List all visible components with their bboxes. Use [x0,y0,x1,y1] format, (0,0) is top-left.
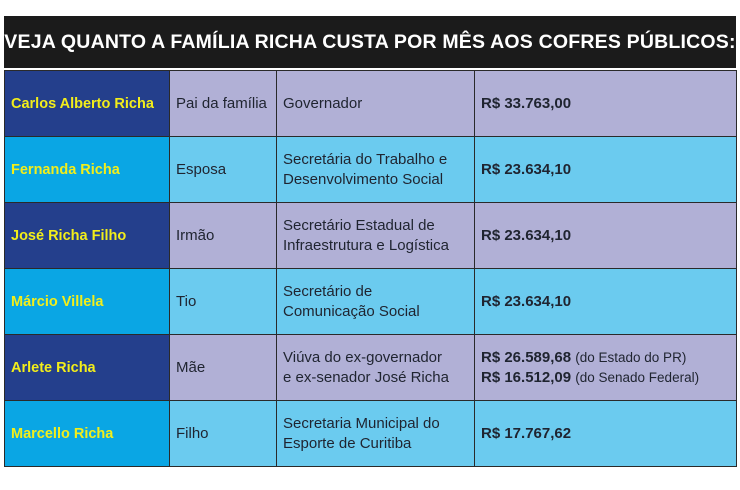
cost-table: Carlos Alberto Richa Pai da família Gove… [4,70,737,467]
role-line: Secretária do Trabalho e [283,150,448,168]
role-line: Secretário de [283,282,373,300]
government-role: Secretaria Municipal do Esporte de Curiti… [276,400,475,467]
family-relation: Pai da família [169,70,277,137]
table-row: Arlete Richa Mãe Viúva do ex-governador e… [4,334,737,401]
family-relation: Filho [169,400,277,467]
amount-value: R$ 16.512,09 [481,368,572,386]
table-row: Marcello Richa Filho Secretaria Municipa… [4,400,737,467]
government-role: Secretário de Comunicação Social [276,268,475,335]
government-role: Secretária do Trabalho e Desenvolvimento … [276,136,475,203]
amount-source: (do Estado do PR) [575,349,687,365]
monthly-cost: R$ 23.634,10 [474,136,737,203]
amount-value: R$ 26.589,68 [481,348,572,366]
family-relation: Esposa [169,136,277,203]
amount-value: R$ 23.634,10 [481,160,572,178]
monthly-cost: R$ 26.589,68 (do Estado do PR) R$ 16.512… [474,334,737,401]
role-line: Secretário Estadual de [283,216,435,234]
person-name: Marcello Richa [4,400,170,467]
table-title: VEJA QUANTO A FAMÍLIA RICHA CUSTA POR MÊ… [4,16,736,68]
role-line: Desenvolvimento Social [283,170,444,188]
role-line: Esporte de Curitiba [283,434,412,452]
table-row: José Richa Filho Irmão Secretário Estadu… [4,202,737,269]
amount-value: R$ 23.634,10 [481,226,572,244]
person-name: Fernanda Richa [4,136,170,203]
role-line: Comunicação Social [283,302,420,320]
amount-value: R$ 17.767,62 [481,424,572,442]
family-relation: Irmão [169,202,277,269]
role-line: e ex-senador José Richa [283,368,449,386]
table-row: Carlos Alberto Richa Pai da família Gove… [4,70,737,137]
monthly-cost: R$ 33.763,00 [474,70,737,137]
amount-source: (do Senado Federal) [575,369,700,385]
government-role: Viúva do ex-governador e ex-senador José … [276,334,475,401]
role-line: Viúva do ex-governador [283,348,442,366]
table-row: Márcio Villela Tio Secretário de Comunica… [4,268,737,335]
government-role: Governador [276,70,475,137]
monthly-cost: R$ 17.767,62 [474,400,737,467]
person-name: Arlete Richa [4,334,170,401]
monthly-cost: R$ 23.634,10 [474,202,737,269]
table-body: Carlos Alberto Richa Pai da família Gove… [4,70,737,467]
person-name: Márcio Villela [4,268,170,335]
amount-value: R$ 23.634,10 [481,292,572,310]
table-row: Fernanda Richa Esposa Secretária do Trab… [4,136,737,203]
role-line: Infraestrutura e Logística [283,236,449,254]
government-role: Secretário Estadual de Infraestrutura e L… [276,202,475,269]
family-relation: Mãe [169,334,277,401]
person-name: José Richa Filho [4,202,170,269]
monthly-cost: R$ 23.634,10 [474,268,737,335]
role-line: Governador [283,94,363,112]
family-relation: Tio [169,268,277,335]
role-line: Secretaria Municipal do [283,414,440,432]
amount-value: R$ 33.763,00 [481,94,572,112]
person-name: Carlos Alberto Richa [4,70,170,137]
